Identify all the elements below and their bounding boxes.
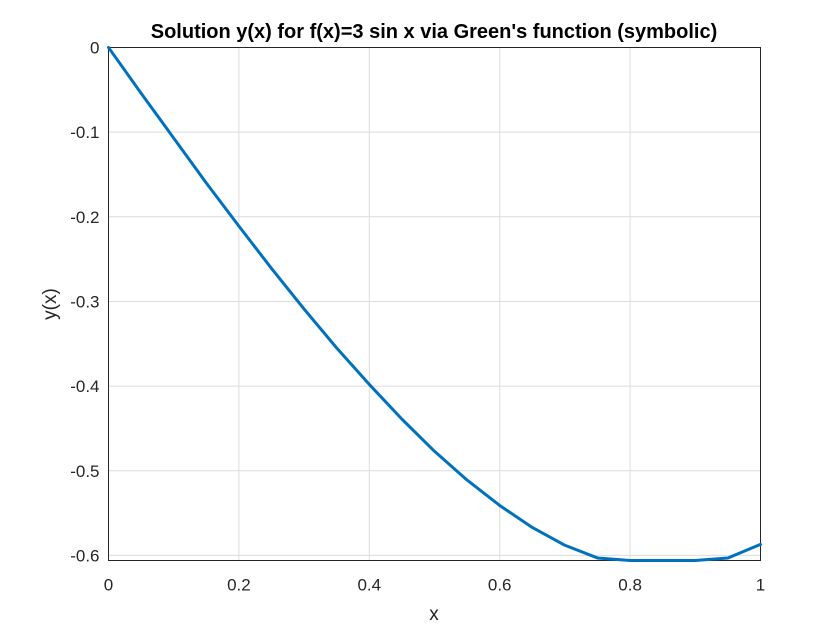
x-tick-label: 1 bbox=[756, 576, 765, 595]
y-tick-label: 0 bbox=[90, 39, 99, 58]
y-tick-labels: 0 -0.1 -0.2 -0.3 -0.4 -0.5 -0.6 bbox=[70, 39, 99, 566]
x-tick-label: 0.4 bbox=[357, 576, 381, 595]
x-tick-label: 0 bbox=[104, 576, 113, 595]
y-tick-label: -0.3 bbox=[70, 292, 99, 311]
chart-title: Solution y(x) for f(x)=3 sin x via Green… bbox=[151, 21, 718, 43]
y-axis-label: y(x) bbox=[40, 288, 61, 320]
x-tick-label: 0.8 bbox=[618, 576, 642, 595]
x-tick-labels: 0 0.2 0.4 0.6 0.8 1 bbox=[104, 576, 765, 595]
series-layer bbox=[107, 46, 762, 562]
y-tick-label: -0.4 bbox=[70, 377, 99, 396]
y-tick-label: -0.6 bbox=[70, 546, 99, 565]
x-tick-label: 0.2 bbox=[227, 576, 251, 595]
y-tick-label: -0.5 bbox=[70, 462, 99, 481]
plot-frame bbox=[108, 47, 761, 561]
y-tick-label: -0.1 bbox=[70, 123, 99, 142]
x-tick-label: 0.6 bbox=[488, 576, 512, 595]
grid bbox=[108, 47, 761, 561]
y-tick-label: -0.2 bbox=[70, 208, 99, 227]
series-line bbox=[107, 46, 762, 562]
x-axis-label: x bbox=[429, 604, 439, 625]
